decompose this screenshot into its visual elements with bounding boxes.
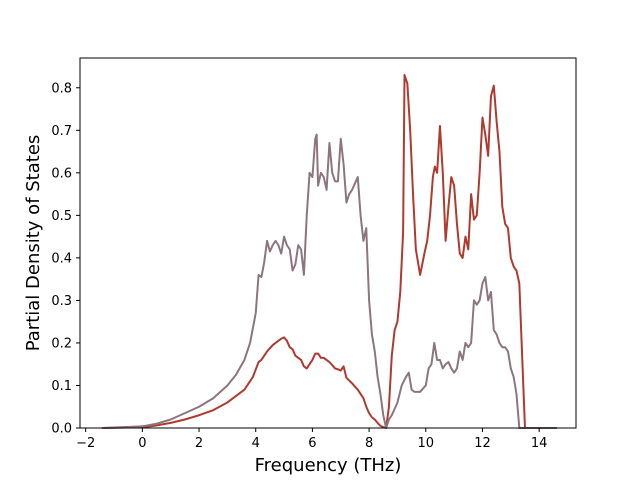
y-tick-label: 0.0 <box>51 422 72 437</box>
y-tick-label: 0.3 <box>51 294 72 309</box>
y-tick-label: 0.6 <box>51 166 72 181</box>
x-tick-label: 10 <box>418 436 435 451</box>
x-tick-label: 12 <box>474 436 491 451</box>
y-tick-label: 0.4 <box>51 251 72 266</box>
y-tick-label: 0.2 <box>51 336 72 351</box>
y-tick-label: 0.8 <box>51 81 72 96</box>
x-axis-label: Frequency (THz) <box>255 455 402 476</box>
x-tick-label: 6 <box>308 436 316 451</box>
series-line-2 <box>101 133 558 429</box>
y-axis-label: Partial Density of States <box>23 135 44 352</box>
x-tick-label: 2 <box>195 436 203 451</box>
x-tick-label: 8 <box>365 436 373 451</box>
x-tick-label: −2 <box>76 436 95 451</box>
x-tick-label: 0 <box>138 436 146 451</box>
x-axis-ticks: −2 0 2 4 6 8 10 12 14 <box>76 428 547 451</box>
y-axis-ticks: 0.0 0.1 0.2 0.3 0.4 0.5 0.6 0.7 0.8 <box>51 81 80 437</box>
y-tick-label: 0.5 <box>51 209 72 224</box>
y-tick-label: 0.1 <box>51 379 72 394</box>
y-tick-label: 0.7 <box>51 124 72 139</box>
x-tick-label: 14 <box>531 436 548 451</box>
plot-frame <box>79 57 577 429</box>
x-tick-label: 4 <box>252 436 260 451</box>
